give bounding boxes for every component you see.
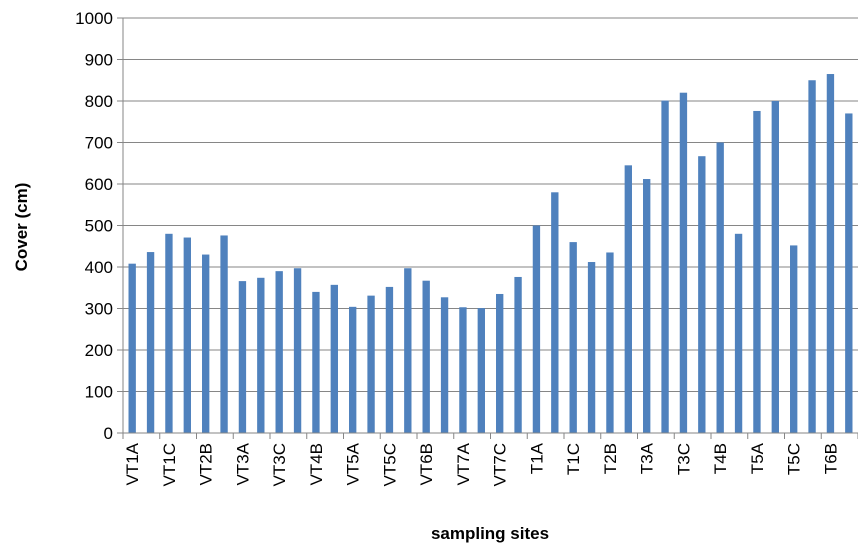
bar — [330, 284, 338, 433]
bar — [477, 308, 485, 433]
bar — [532, 225, 541, 433]
bar — [716, 142, 724, 433]
bar — [587, 262, 596, 433]
x-tick-label: VT1A — [123, 442, 142, 485]
y-tick-label: 0 — [104, 424, 113, 443]
x-axis-title: sampling sites — [431, 524, 549, 543]
y-tick-label: 300 — [85, 300, 113, 319]
bar — [790, 245, 798, 433]
bar — [440, 297, 449, 433]
x-tick-label: T5A — [748, 442, 767, 474]
bar — [146, 252, 155, 433]
gridlines — [123, 17, 858, 392]
x-tick-label: VT6B — [417, 443, 436, 486]
y-tick-label: 900 — [85, 51, 113, 70]
bar — [624, 165, 632, 433]
bar — [459, 307, 467, 433]
bar — [661, 100, 669, 434]
bar — [275, 271, 283, 433]
x-tick-label: VT1C — [160, 443, 179, 486]
bar — [826, 74, 835, 434]
x-tick-label: T1C — [564, 443, 583, 475]
bar — [698, 156, 706, 433]
y-tick-label: 200 — [85, 341, 113, 360]
x-tick-label: T5C — [785, 443, 804, 475]
x-tick-label: T3C — [674, 443, 693, 475]
bar — [165, 233, 173, 433]
y-tick-label: 700 — [85, 134, 113, 153]
bar — [312, 291, 320, 433]
bar — [128, 263, 136, 433]
x-tick-label: T4B — [711, 443, 730, 474]
x-tick-label: VT3C — [270, 443, 289, 486]
bar — [551, 192, 559, 433]
bar — [422, 280, 430, 433]
bar — [367, 295, 375, 433]
x-tick-label: T3A — [638, 442, 657, 474]
y-tick-label: 100 — [85, 383, 113, 402]
y-tick-label: 500 — [85, 217, 113, 236]
bar — [496, 293, 504, 433]
y-tick-labels: 0 100 200 300 400 500 600 700 800 900 1000 — [75, 9, 113, 443]
axes — [117, 17, 858, 439]
bar — [679, 92, 688, 433]
x-tick-label: T6B — [821, 443, 840, 474]
bar — [569, 242, 577, 433]
bar — [808, 80, 816, 433]
y-tick-label: 1000 — [75, 9, 113, 28]
bar — [606, 252, 614, 433]
bar — [771, 101, 779, 433]
bar — [845, 113, 853, 433]
x-tick-label: T1A — [527, 442, 546, 474]
bar — [753, 110, 761, 434]
x-tick-label: VT5A — [344, 442, 363, 485]
bar — [734, 233, 743, 433]
x-tick-label: VT3A — [233, 442, 252, 485]
bar — [293, 268, 302, 433]
x-tick-label: VT7A — [454, 442, 473, 485]
x-tick-labels: VT1A VT1C VT2B VT3A VT3C VT4B VT5A VT5C VT6B VT7A… — [123, 442, 840, 486]
y-axis-title: Cover (cm) — [12, 183, 31, 272]
y-tick-label: 600 — [85, 175, 113, 194]
bar — [643, 179, 651, 433]
y-tick-label: 800 — [85, 92, 113, 111]
bar — [404, 268, 412, 433]
x-tick-label: T2B — [601, 443, 620, 474]
bars — [128, 74, 853, 434]
bar — [238, 281, 247, 433]
y-tick-label: 400 — [85, 258, 113, 277]
bar — [202, 254, 210, 433]
x-tick-label: VT2B — [197, 443, 216, 486]
bar — [385, 286, 394, 433]
x-tick-label: VT7C — [491, 443, 510, 486]
x-tick-label: VT5C — [380, 443, 399, 486]
bar — [257, 277, 265, 433]
bar — [349, 306, 357, 433]
bar — [183, 237, 191, 433]
bar — [514, 276, 522, 433]
bar — [220, 235, 228, 433]
x-tick-label: VT4B — [307, 443, 326, 486]
